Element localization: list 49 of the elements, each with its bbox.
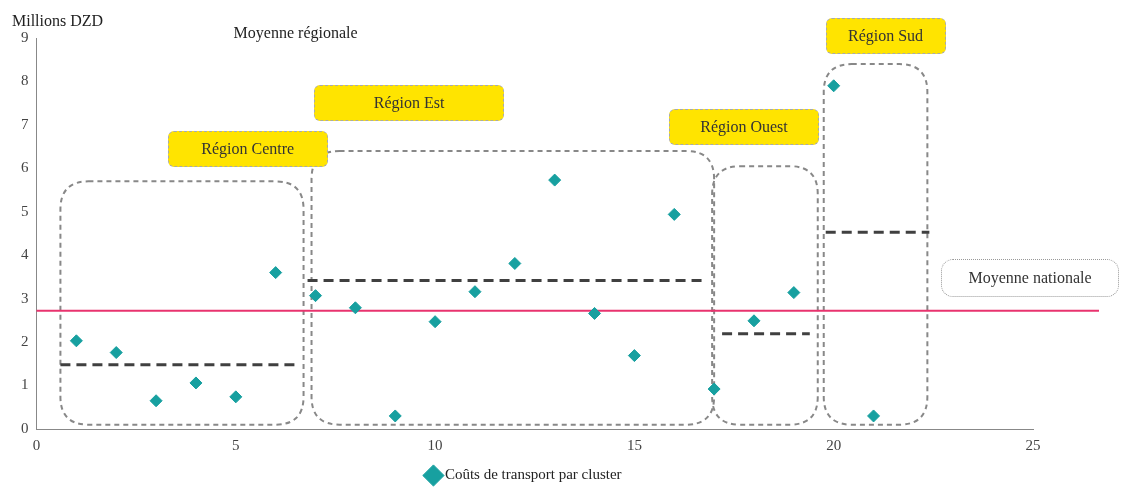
point [309, 289, 323, 303]
point [588, 306, 602, 320]
point [627, 349, 641, 363]
y-tick-label: 8 [21, 72, 29, 89]
annotation: Région Centre [201, 139, 295, 158]
point [787, 286, 801, 300]
point [747, 314, 761, 328]
y-tick-label: 1 [21, 376, 29, 393]
point [468, 285, 482, 299]
point [548, 173, 562, 187]
point [827, 79, 841, 93]
label-tag: Région Sud [825, 17, 946, 54]
point [428, 315, 442, 329]
y-tick-label: 6 [21, 159, 29, 176]
y-tick-label: 2 [21, 333, 29, 350]
x-tick-label: 20 [826, 436, 842, 453]
x-tick-label: 10 [427, 436, 443, 453]
ref-line-label: Moyenne nationale [968, 268, 1092, 287]
point [388, 409, 402, 423]
point [269, 266, 283, 280]
y-axis-title: Millions DZD [12, 12, 104, 30]
y-tick-label: 9 [21, 28, 29, 45]
x-tick-label: 25 [1025, 436, 1041, 453]
point [109, 346, 123, 360]
point [508, 256, 522, 270]
point [189, 376, 203, 390]
legend-label: Coûts de transport par cluster [444, 466, 622, 483]
x-tick-label: 0 [32, 436, 41, 453]
y-tick-label: 3 [21, 289, 29, 306]
label-tag: Région Est [314, 85, 505, 122]
y-tick-label: 5 [21, 202, 29, 219]
point [667, 207, 681, 221]
point [348, 301, 362, 315]
point [69, 334, 83, 348]
y-tick-label: 7 [21, 115, 29, 132]
point [867, 409, 881, 423]
annotation: Moyenne régionale [233, 24, 358, 43]
point [149, 394, 163, 408]
point [229, 390, 243, 404]
annotation: Région Sud [847, 26, 924, 45]
label-tag: Région Ouest [669, 109, 819, 146]
annotation: Région Est [373, 94, 445, 113]
y-tick-label: 4 [21, 246, 29, 263]
label-tag: Région Centre [167, 130, 328, 167]
annotation: Région Ouest [700, 118, 788, 137]
y-tick-label: 0 [21, 419, 29, 436]
x-tick-label: 5 [232, 436, 240, 453]
x-tick-label: 15 [626, 436, 642, 453]
point [707, 382, 721, 396]
